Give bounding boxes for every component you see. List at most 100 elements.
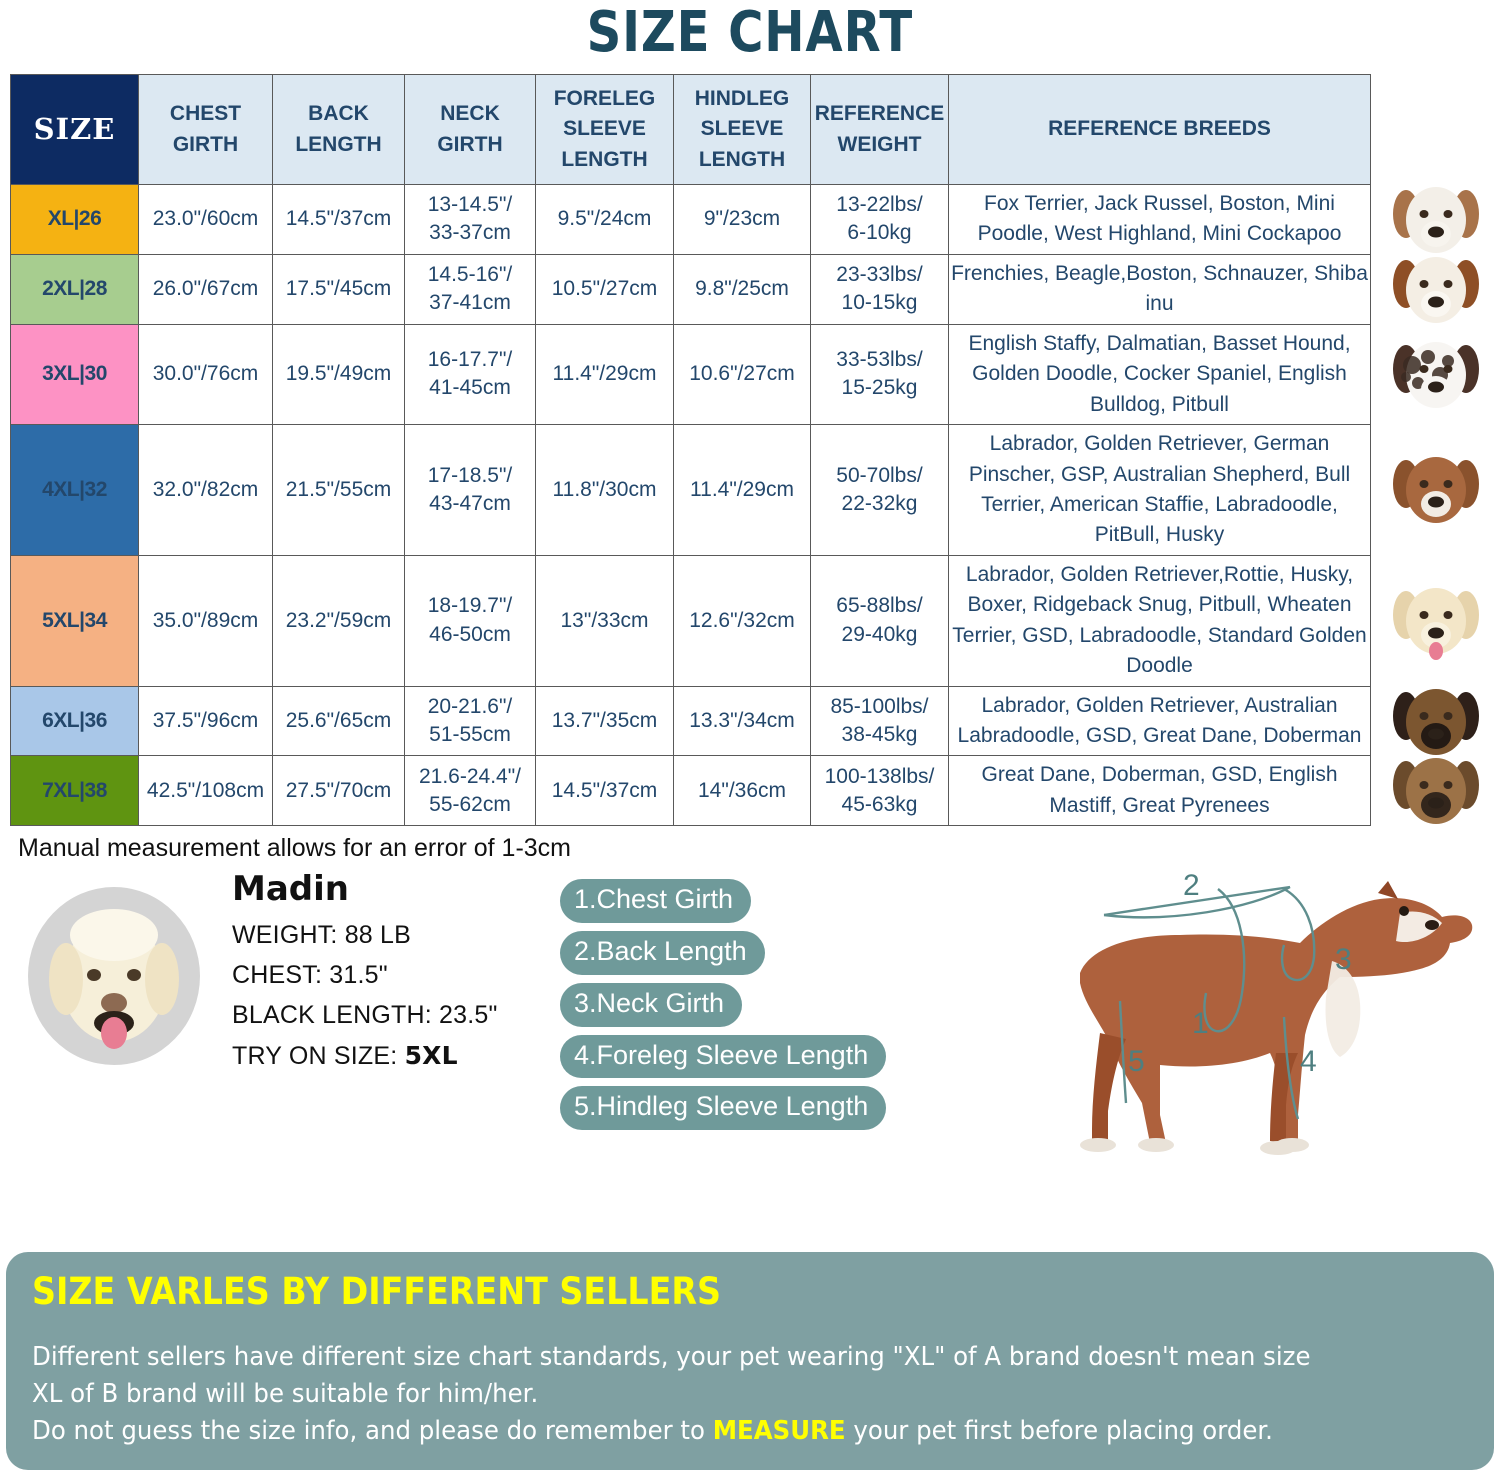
cell-hindleg-sleeve-4: 12.6"/32cm [673,554,811,687]
cell-hindleg-sleeve-2: 10.6"/27cm [673,323,811,426]
measurement-error-note: Manual measurement allows for an error o… [18,834,572,863]
cell-reference-breeds-3: Labrador, Golden Retriever, German Pinsc… [948,424,1371,556]
cell-reference-breeds-1: Frenchies, Beagle,Boston, Schnauzer, Shi… [948,253,1371,325]
cell-chest-girth-1: 26.0"/67cm [138,253,273,325]
page-title-bar: SIZE CHART [0,0,1500,74]
cell-reference-breeds-2: English Staffy, Dalmatian, Basset Hound,… [948,323,1371,426]
legend-item-foreleg-sleeve-length: 4.Foreleg Sleeve Length [560,1034,887,1079]
header-neck-girth-line1: NECK [440,102,500,126]
table-row: 3XL|30 30.0"/76cm 19.5"/49cm 16-17.7"/41-45… [10,323,1371,426]
cell-reference-weight-0: 13-22lbs/6-10kg [810,184,949,255]
table-row: 6XL|36 37.5"/96cm 25.6"/65cm 20-21.6"/51-55… [10,685,1371,757]
cell-chest-girth-4: 35.0"/89cm [138,554,273,687]
cell-reference-weight-5: 85-100lbs/38-45kg [810,685,949,757]
banner-line-1: Different sellers have different size ch… [32,1342,1311,1372]
banner-line-2: XL of B brand will be suitable for him/h… [32,1378,539,1409]
cell-foreleg-sleeve-2: 11.4"/29cm [535,323,674,426]
cell-reference-breeds-0: Fox Terrier, Jack Russel, Boston, Mini P… [948,184,1371,255]
profile-try-on-size: 5XL [404,1041,458,1071]
mastiff-photo [1393,758,1479,825]
header-ref-weight-line1: REFERENCE [814,102,945,126]
cell-neck-girth-2: 16-17.7"/41-45cm [404,323,536,426]
callout-3: 3 [1335,943,1352,976]
banner-measure-highlight: MEASURE [712,1415,846,1446]
cell-back-length-2: 19.5"/49cm [272,323,405,426]
callout-4: 4 [1300,1045,1317,1078]
cell-reference-weight-1: 23-33lbs/10-15kg [810,253,949,325]
cell-chest-girth-0: 23.0"/60cm [138,184,273,255]
cell-foreleg-sleeve-0: 9.5"/24cm [535,184,674,255]
size-badge-2: 3XL|30 [10,323,139,426]
banner-line-3-b: your pet first before placing order. [845,1415,1273,1446]
header-chest-girth-line2: GIRTH [172,132,239,156]
cell-reference-weight-6: 100-138lbs/45-63kg [810,755,949,827]
size-badge-5: 6XL|36 [10,685,139,757]
cell-hindleg-sleeve-6: 14"/36cm [673,755,811,827]
cell-foreleg-sleeve-1: 10.5"/27cm [535,253,674,325]
beagle-photo [1393,256,1479,323]
cell-foreleg-sleeve-3: 11.8"/30cm [535,424,674,556]
cell-back-length-0: 14.5"/37cm [272,184,405,255]
table-body: XL|26 23.0"/60cm 14.5"/37cm 13-14.5"/33-37c… [10,184,1371,827]
size-badge-3: 4XL|32 [10,424,139,556]
legend-item-chest-girth: 1.Chest Girth [560,879,752,924]
legend-item-back-length: 2.Back Length [560,931,765,975]
cell-chest-girth-5: 37.5"/96cm [138,685,273,757]
breed-photo [1372,424,1500,555]
cell-chest-girth-6: 42.5"/108cm [138,755,273,827]
cell-back-length-3: 21.5"/55cm [272,424,405,556]
seller-warning-banner: SIZE VARLES BY DIFFERENT SELLERS Differe… [6,1252,1494,1470]
breed-photo [1372,555,1500,686]
cell-hindleg-sleeve-1: 9.8"/25cm [673,253,811,325]
size-table-zone: SIZE CHEST GIRTH BACK LENGTH NECK GIRTH … [0,74,1500,827]
cell-neck-girth-0: 13-14.5"/33-37cm [404,184,536,255]
golden-retriever-photo [1393,588,1479,661]
profile-try-on: TRY ON SIZE: 5XL [232,1041,498,1071]
header-ref-weight-line2: WEIGHT [837,132,922,156]
header-hindleg-line3: LENGTH [698,147,786,171]
breed-photo [1372,755,1500,825]
fox-terrier-photo [1393,186,1479,253]
header-hindleg-sleeve-length: HINDLEG SLEEVE LENGTH [673,74,811,185]
cell-neck-girth-3: 17-18.5"/43-47cm [404,424,536,556]
size-badge-0: XL|26 [10,184,139,255]
cell-hindleg-sleeve-3: 11.4"/29cm [673,424,811,556]
cell-reference-breeds-4: Labrador, Golden Retriever,Rottie, Husky… [948,554,1371,687]
diagram-callouts: 2 1 3 4 5 [1128,869,1352,1078]
breed-photo [1372,254,1500,324]
pitbull-photo [1393,457,1479,524]
table-row: XL|26 23.0"/60cm 14.5"/37cm 13-14.5"/33-37c… [10,184,1371,255]
cell-hindleg-sleeve-0: 9"/23cm [673,184,811,255]
labrador-face-illustration [49,908,179,1049]
cell-reference-breeds-6: Great Dane, Doberman, GSD, English Masti… [948,755,1371,827]
callout-5: 5 [1128,1045,1145,1078]
profile-info: Madin WEIGHT: 88 LB CHEST: 31.5" BLACK L… [232,869,498,1082]
callout-2: 2 [1183,869,1200,902]
middle-section: Madin WEIGHT: 88 LB CHEST: 31.5" BLACK L… [0,863,1500,1163]
legend-item-neck-girth: 3.Neck Girth [560,982,743,1027]
profile-try-on-label: TRY ON SIZE: [232,1042,398,1071]
dog-diagram-svg: 2 1 3 4 5 [1080,869,1473,1156]
cell-chest-girth-3: 32.0"/82cm [138,424,273,556]
sample-dog-profile: Madin WEIGHT: 88 LB CHEST: 31.5" BLACK L… [0,869,560,1082]
profile-chest: CHEST: 31.5" [232,961,388,990]
header-neck-girth-line2: GIRTH [437,132,503,156]
callout-1: 1 [1192,1007,1209,1040]
breed-photo [1372,686,1500,756]
header-size: SIZE [10,74,139,185]
profile-weight: WEIGHT: 88 LB [232,921,412,950]
table-header-row: SIZE CHEST GIRTH BACK LENGTH NECK GIRTH … [10,74,1371,185]
cell-neck-girth-5: 20-21.6"/51-55cm [404,685,536,757]
legend-item-hindleg-sleeve-length: 5.Hindleg Sleeve Length [560,1086,887,1131]
cell-foreleg-sleeve-5: 13.7"/35cm [535,685,674,757]
banner-line-3-a: Do not guess the size info, and please d… [32,1415,713,1446]
cell-hindleg-sleeve-5: 13.3"/34cm [673,685,811,757]
dog-measurement-diagram: 2 1 3 4 5 [980,853,1500,1173]
dog-illustration [1080,881,1473,1156]
cell-reference-weight-2: 33-53lbs/15-25kg [810,323,949,426]
header-chest-girth-line1: CHEST [169,102,242,126]
header-hindleg-line2: SLEEVE [700,117,784,141]
size-badge-6: 7XL|38 [10,755,139,827]
cell-foreleg-sleeve-6: 14.5"/37cm [535,755,674,827]
header-back-length: BACK LENGTH [272,74,405,185]
